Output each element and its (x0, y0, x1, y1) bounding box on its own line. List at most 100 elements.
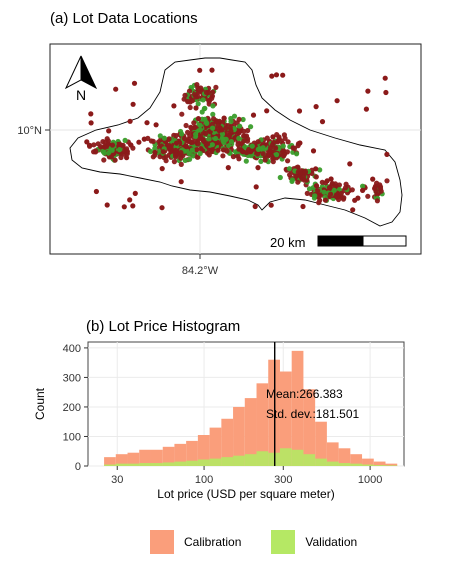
map-point-calibration (106, 128, 112, 134)
hist-bar-validation (115, 463, 128, 466)
hist-bar-validation (127, 463, 140, 466)
map-point-validation (200, 97, 206, 103)
map-point-validation (152, 145, 158, 152)
map-point-calibration (150, 138, 156, 144)
hist-bar-validation (162, 462, 175, 466)
map-point-calibration (271, 139, 277, 146)
legend-label-calibration: Calibration (184, 535, 242, 549)
scale-bar-white (362, 235, 407, 247)
map-point-calibration (241, 128, 247, 134)
map-point-validation (197, 127, 203, 133)
map-point-calibration (282, 135, 288, 141)
hist-bar-calibration (104, 457, 116, 466)
map-point-calibration (255, 151, 261, 157)
histogram-title: (b) Lot Price Histogram (86, 318, 241, 335)
hist-bar-calibration (139, 449, 151, 466)
map-point-calibration (159, 205, 165, 211)
map-point-calibration (198, 85, 204, 91)
map-point-calibration (342, 185, 349, 191)
map-point-validation (219, 135, 225, 141)
map-point-calibration (127, 118, 133, 124)
hist-bar-validation (197, 459, 210, 466)
map-point-calibration (268, 202, 274, 208)
map-point-calibration (122, 147, 128, 153)
map-point-calibration (334, 98, 340, 104)
hist-bar-calibration (174, 443, 187, 466)
map-point-calibration (365, 193, 371, 199)
map-point-calibration (255, 139, 261, 145)
map-point-calibration (215, 122, 221, 129)
hist-tick-label-y: 300 (63, 372, 81, 384)
map-point-calibration (178, 179, 184, 185)
map-point-validation (289, 178, 295, 184)
map-point-calibration (131, 80, 138, 86)
map-point-validation (193, 131, 199, 137)
map-point-validation (294, 151, 300, 157)
hist-bar-calibration (233, 406, 245, 466)
map-point-calibration (228, 128, 234, 134)
map-point-validation (212, 135, 219, 142)
map-point-calibration (250, 112, 257, 118)
map-point-calibration (360, 187, 366, 193)
map-point-calibration (121, 204, 127, 210)
map-point-calibration (265, 153, 271, 159)
hist-bar-validation (385, 465, 398, 466)
hist-bar-validation (291, 449, 304, 466)
map-point-validation (317, 167, 323, 173)
legend: Calibration Validation (150, 530, 357, 554)
map-point-calibration (130, 203, 136, 209)
map-point-calibration (160, 149, 166, 155)
map-point-validation (157, 133, 163, 139)
map-lat-label: 10°N (17, 125, 42, 137)
map-point-validation (210, 111, 216, 117)
map-point-calibration (203, 131, 209, 137)
lot-location-map: 10°N 84.2°W N 20 km (17, 43, 422, 277)
map-point-calibration (270, 134, 276, 140)
map-point-calibration (284, 149, 290, 155)
map-point-validation (280, 143, 286, 149)
map-point-calibration (124, 155, 130, 161)
map-point-calibration (273, 72, 280, 78)
map-point-calibration (236, 116, 242, 122)
map-point-calibration (297, 140, 303, 146)
hist-bar-validation (174, 461, 187, 466)
hist-bar-calibration (127, 452, 140, 466)
map-point-calibration (210, 89, 216, 95)
map-point-validation (225, 142, 231, 149)
map-point-calibration (195, 116, 201, 122)
map-point-calibration (219, 127, 225, 133)
map-point-validation (206, 136, 212, 142)
hist-bar-validation (221, 457, 234, 466)
hist-bar-validation (326, 461, 339, 466)
map-point-calibration (363, 106, 369, 112)
hist-bar-calibration (115, 454, 128, 466)
map-point-validation (197, 122, 203, 128)
map-point-calibration (213, 84, 219, 90)
hist-bar-validation (244, 454, 257, 466)
map-point-calibration (136, 139, 142, 145)
map-point-calibration (215, 139, 221, 145)
map-point-validation (179, 131, 185, 137)
map-point-calibration (384, 151, 390, 157)
map-point-validation (228, 139, 234, 145)
map-point-calibration (273, 145, 279, 151)
north-arrow-icon: N (64, 55, 98, 103)
map-point-validation (255, 146, 261, 152)
map-point-calibration (328, 176, 334, 182)
map-point-calibration (109, 142, 116, 148)
map-point-calibration (295, 169, 301, 175)
hist-bar-validation (279, 448, 292, 466)
map-point-calibration (116, 142, 122, 148)
map-point-calibration (178, 161, 184, 167)
map-point-calibration (336, 196, 342, 203)
hist-bar-calibration (350, 454, 363, 466)
hist-bar-calibration (256, 383, 269, 466)
map-point-calibration (88, 120, 94, 126)
map-point-validation (204, 120, 210, 126)
map-point-calibration (112, 157, 118, 163)
map-point-validation (277, 174, 283, 181)
hist-tick-label-x: 1000 (358, 474, 382, 486)
hist-bar-calibration (362, 458, 374, 466)
legend-label-validation: Validation (305, 535, 358, 549)
map-point-validation (243, 158, 249, 164)
